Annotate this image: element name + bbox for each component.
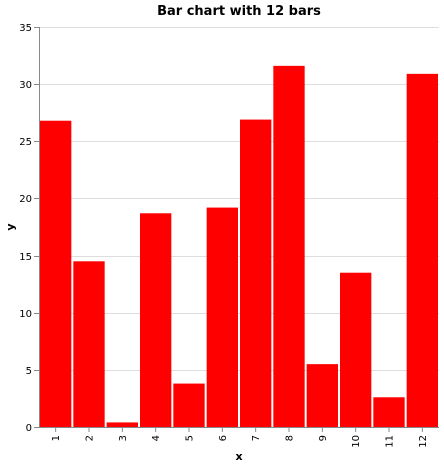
bar-6 xyxy=(206,207,238,427)
axes xyxy=(39,27,439,428)
x-tick-label: 4 xyxy=(151,435,162,441)
bar-9 xyxy=(306,364,338,427)
x-tick-label: 6 xyxy=(218,435,229,441)
bar-12 xyxy=(406,73,438,427)
bars xyxy=(40,65,438,428)
bar-8 xyxy=(273,65,305,427)
bar-10 xyxy=(340,272,372,427)
bar-2 xyxy=(73,261,105,427)
y-tick-label: 20 xyxy=(19,194,32,205)
x-tick-label: 1 xyxy=(51,435,62,441)
bar-11 xyxy=(373,397,405,427)
x-tick-label: 10 xyxy=(351,435,362,448)
y-tick-label: 10 xyxy=(19,309,32,320)
bar-5 xyxy=(173,383,205,427)
y-tick-label: 35 xyxy=(19,23,32,34)
y-tick-label: 15 xyxy=(19,252,32,263)
x-tick-label: 7 xyxy=(251,435,262,441)
x-tick-label: 12 xyxy=(418,435,429,448)
x-axis-ticks: 1 2 3 4 5 6 7 8 9 10 11 12 xyxy=(51,427,429,448)
x-tick-label: 5 xyxy=(185,435,196,441)
bar-7 xyxy=(240,119,272,428)
x-tick-label: 9 xyxy=(318,435,329,441)
x-tick-label: 8 xyxy=(285,435,296,441)
y-tick-label: 25 xyxy=(19,137,32,148)
x-tick-label: 2 xyxy=(85,435,96,441)
gridlines xyxy=(39,27,439,428)
y-tick-label: 0 xyxy=(26,423,32,434)
y-axis-title: y xyxy=(4,223,17,230)
bar-4 xyxy=(140,213,172,427)
bar-1 xyxy=(40,120,72,427)
x-tick-label: 3 xyxy=(118,435,129,441)
x-tick-label: 11 xyxy=(385,435,396,448)
y-tick-label: 30 xyxy=(19,80,32,91)
y-tick-label: 5 xyxy=(26,366,32,377)
x-axis-title: x xyxy=(235,450,242,463)
y-axis-ticks: 0 5 10 15 20 25 30 35 xyxy=(19,23,39,434)
bar-3 xyxy=(106,422,138,427)
chart-title: Bar chart with 12 bars xyxy=(157,4,321,19)
